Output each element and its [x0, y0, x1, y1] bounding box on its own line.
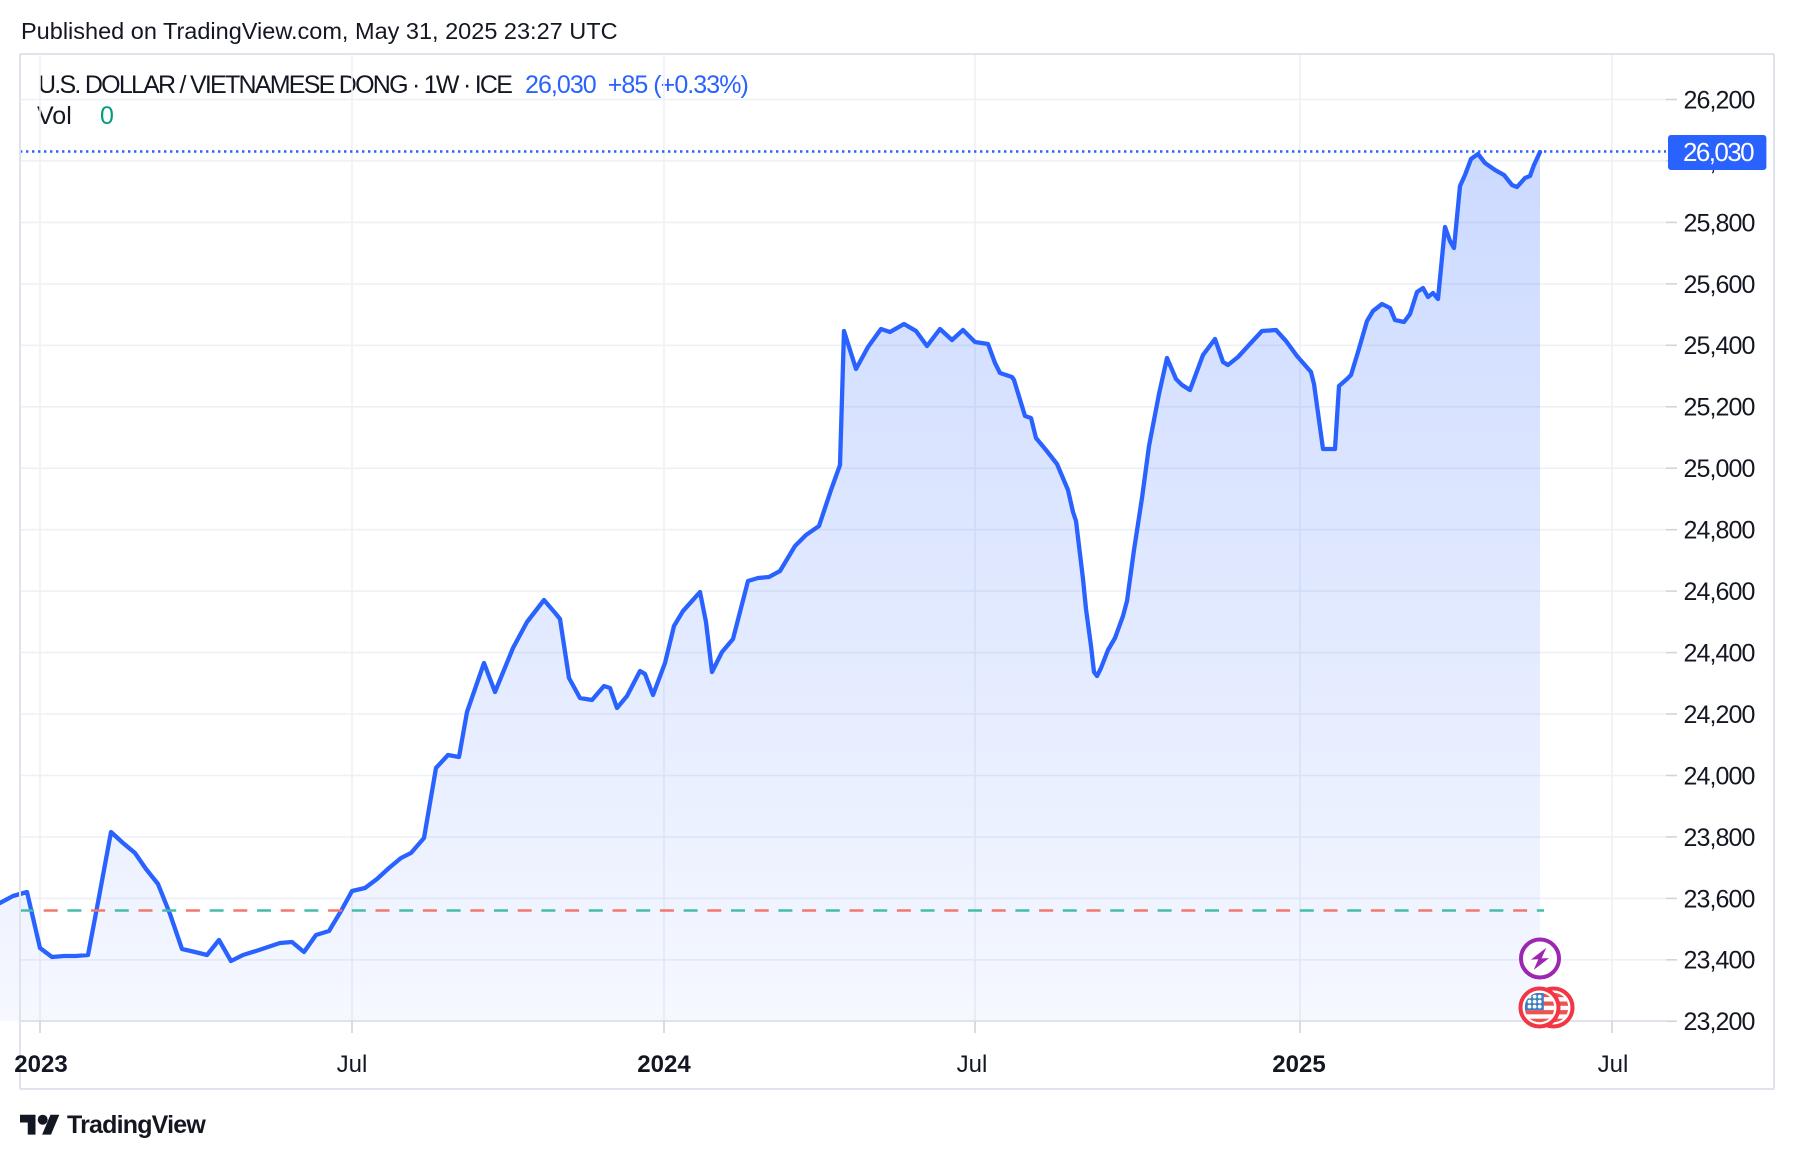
svg-text:25,400: 25,400 [1683, 332, 1754, 360]
svg-text:23,800: 23,800 [1683, 824, 1754, 852]
svg-text:24,600: 24,600 [1683, 578, 1754, 606]
svg-text:24,000: 24,000 [1683, 762, 1754, 790]
svg-text:23,600: 23,600 [1683, 885, 1754, 913]
svg-text:25,200: 25,200 [1683, 394, 1754, 422]
svg-text:TradingView: TradingView [67, 1111, 206, 1139]
svg-text:2025: 2025 [1272, 1051, 1325, 1078]
svg-text:23,200: 23,200 [1683, 1008, 1754, 1036]
svg-text:24,200: 24,200 [1683, 701, 1754, 729]
svg-text:24,400: 24,400 [1683, 640, 1754, 668]
svg-text:2024: 2024 [637, 1051, 691, 1078]
svg-text:24,800: 24,800 [1683, 517, 1754, 545]
svg-text:Jul: Jul [957, 1051, 988, 1078]
svg-text:Jul: Jul [1598, 1051, 1629, 1078]
svg-text:25,800: 25,800 [1683, 209, 1754, 237]
svg-text:25,000: 25,000 [1683, 455, 1754, 483]
svg-text:25,600: 25,600 [1683, 271, 1754, 299]
svg-text:Jul: Jul [337, 1051, 368, 1078]
svg-text:23,400: 23,400 [1683, 947, 1754, 975]
svg-text:2023: 2023 [14, 1051, 67, 1078]
svg-text:26,200: 26,200 [1683, 86, 1754, 114]
svg-text:26,030: 26,030 [1683, 137, 1754, 167]
